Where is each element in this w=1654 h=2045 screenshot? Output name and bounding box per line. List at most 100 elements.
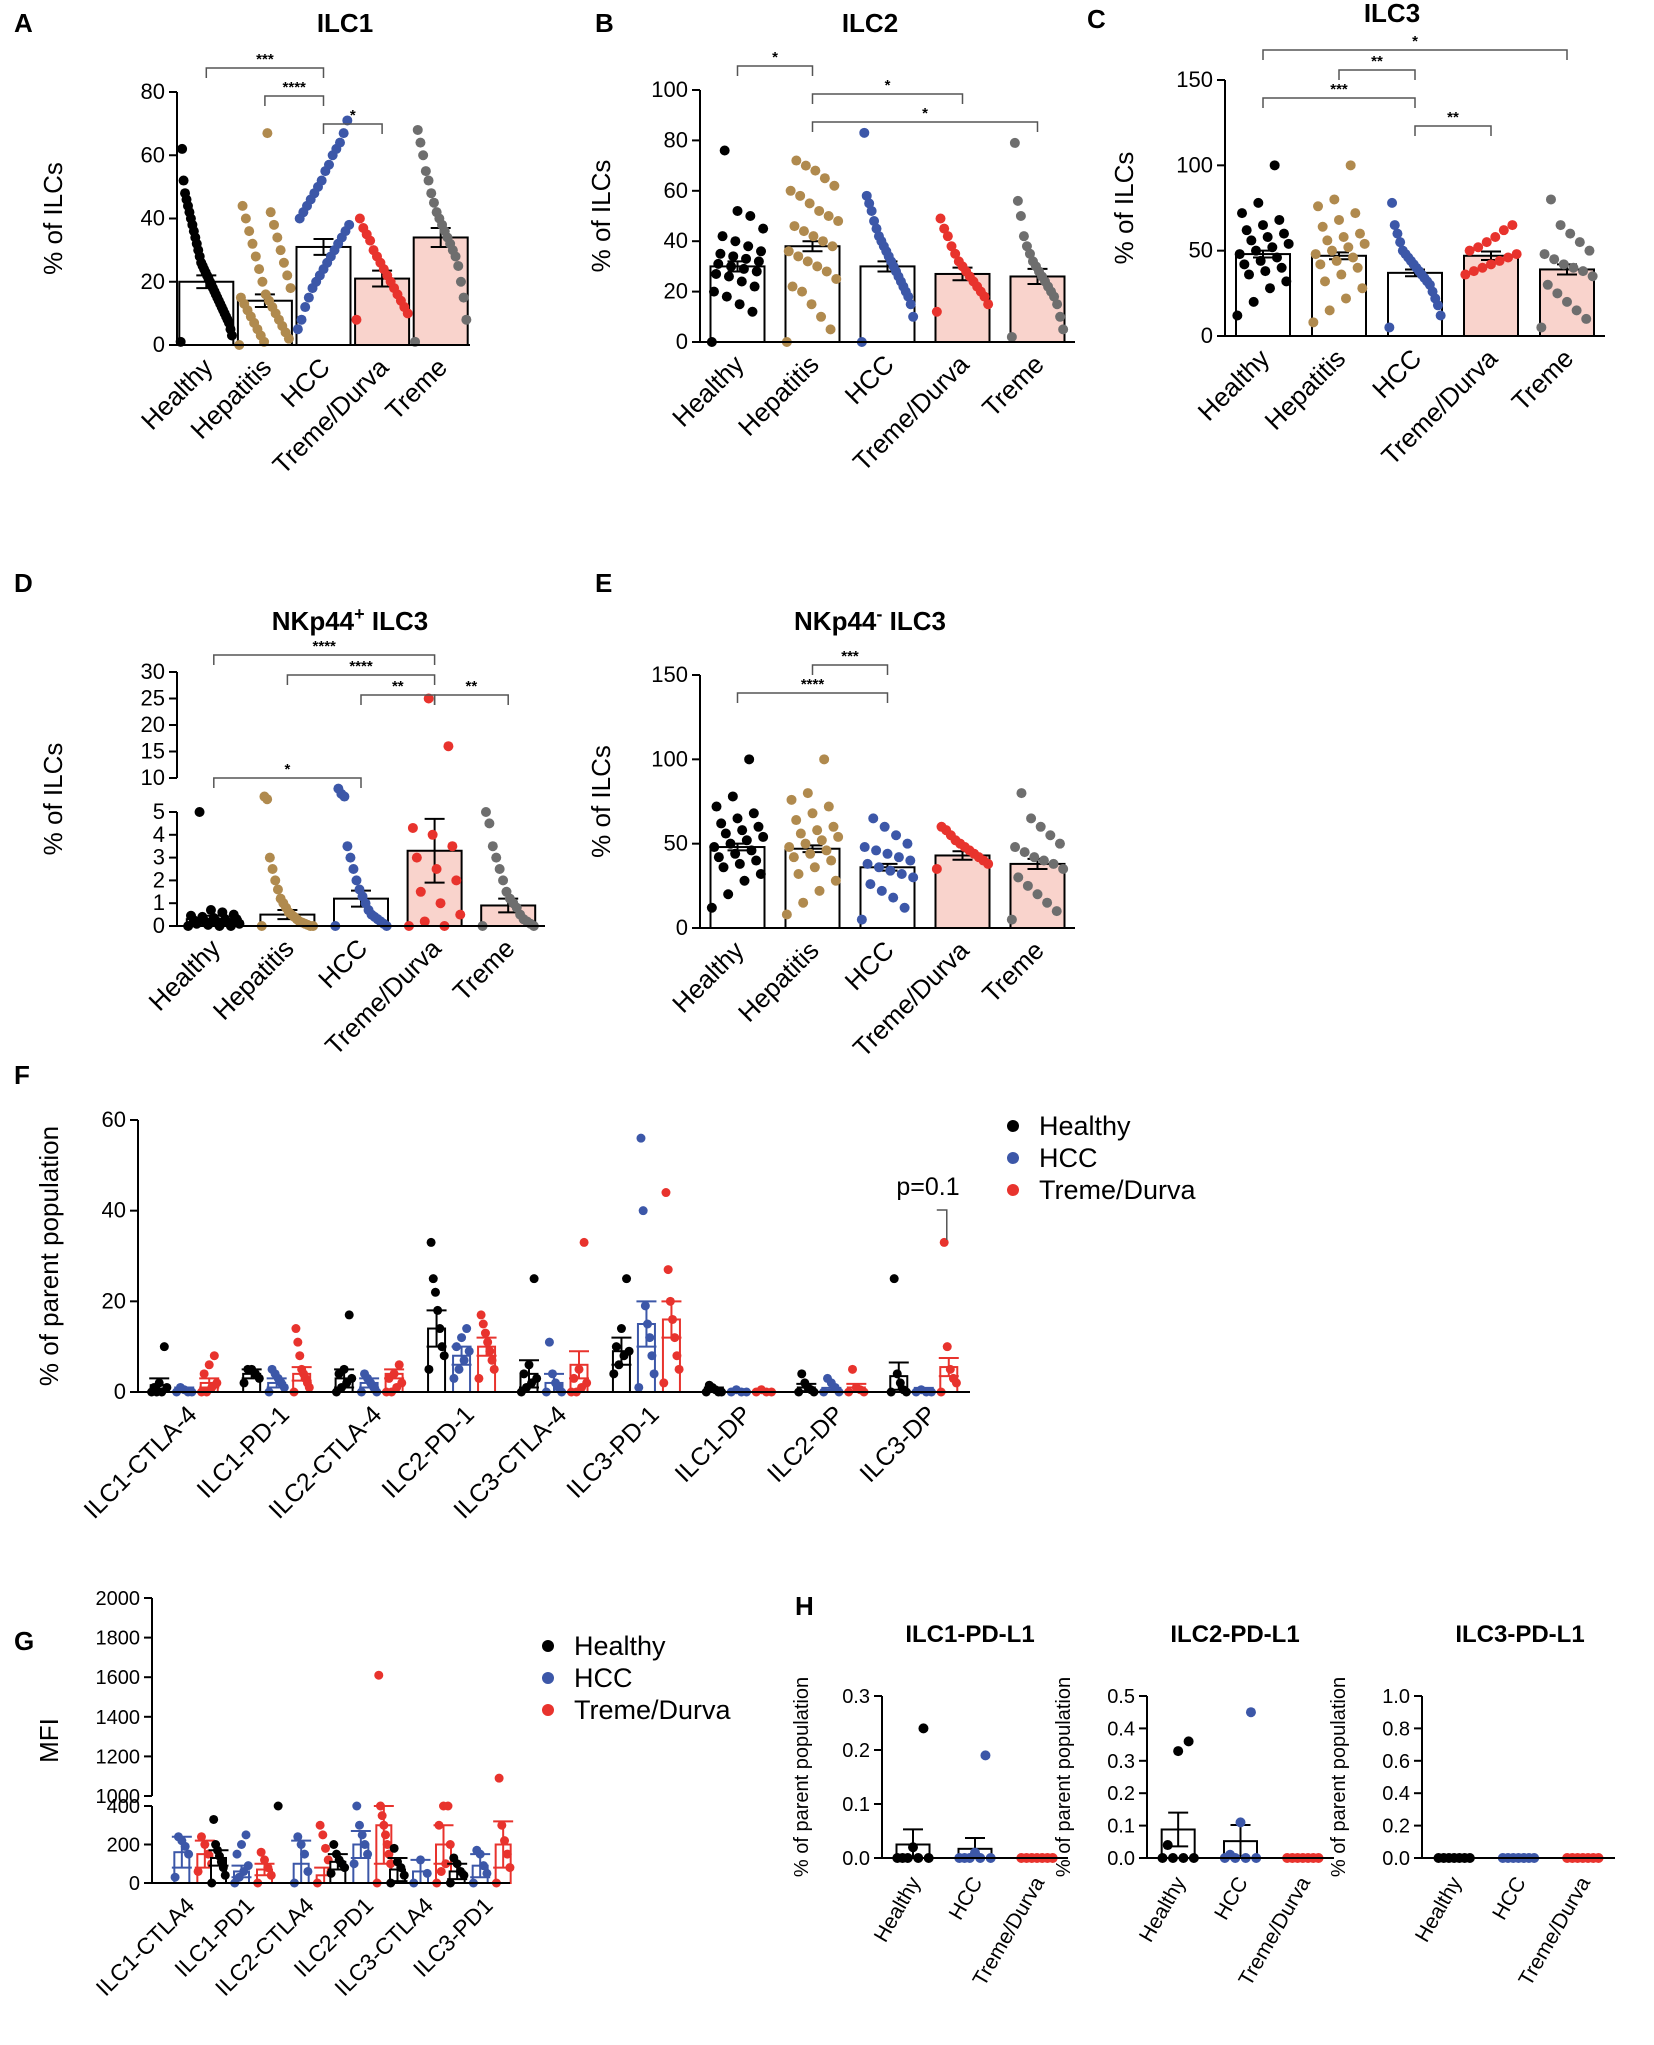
y-tick-label: 1400 xyxy=(96,1707,141,1729)
data-point xyxy=(739,875,750,886)
data-point xyxy=(950,248,961,259)
data-point xyxy=(412,124,423,135)
data-point xyxy=(377,1811,387,1821)
significance-bracket xyxy=(322,123,383,134)
data-point xyxy=(1246,235,1257,246)
data-point xyxy=(833,831,844,842)
data-point xyxy=(244,226,255,237)
bar xyxy=(859,866,916,930)
significance-label: * xyxy=(284,761,290,778)
data-point xyxy=(485,1346,495,1356)
data-point xyxy=(217,907,228,918)
data-point xyxy=(663,1265,673,1275)
data-point xyxy=(732,813,743,824)
data-point xyxy=(816,835,827,846)
data-point xyxy=(357,1830,367,1840)
x-tick-label-hepatitis: Hepatitis xyxy=(207,933,300,1026)
y-tick-label: 20 xyxy=(664,279,688,304)
data-point xyxy=(1274,214,1285,225)
y-tick-label: 20 xyxy=(141,712,165,737)
data-point xyxy=(296,1840,306,1849)
data-point xyxy=(551,1378,561,1388)
data-point xyxy=(1313,201,1324,212)
data-point xyxy=(411,852,422,863)
data-point xyxy=(908,1842,918,1853)
data-point xyxy=(502,1849,512,1859)
data-point xyxy=(423,175,434,186)
data-point xyxy=(711,801,722,812)
panel-f-checkpoint-expression: FILC1-CTLA-4ILC1-PD-1ILC2-CTLA-4ILC2-PD-… xyxy=(14,1060,1197,1524)
data-point xyxy=(352,1801,362,1811)
data-point xyxy=(389,1843,399,1853)
data-point xyxy=(434,1820,444,1830)
data-point xyxy=(334,137,345,148)
significance-bracket xyxy=(811,664,889,675)
data-point xyxy=(745,211,756,221)
panel-label: E xyxy=(595,568,612,598)
data-point xyxy=(420,166,431,177)
data-point xyxy=(905,299,916,310)
legend-label-hcc: HCC xyxy=(574,1663,633,1693)
legend-label-healthy: Healthy xyxy=(574,1631,666,1661)
data-point xyxy=(809,862,820,873)
x-tick-label-hepatitis: Hepatitis xyxy=(732,935,825,1028)
data-point xyxy=(734,299,745,310)
data-point xyxy=(447,841,458,852)
x-tick-label-healthy: Healthy xyxy=(1135,1873,1191,1947)
data-point xyxy=(1392,228,1403,239)
data-point xyxy=(529,1274,539,1284)
data-point xyxy=(708,286,719,297)
data-point xyxy=(489,1364,499,1374)
data-point xyxy=(827,241,838,252)
data-point xyxy=(721,291,732,302)
data-point xyxy=(458,292,469,303)
x-tick-label-ilc3-dp: ILC3-DP xyxy=(854,1400,942,1488)
y-tick-label: 25 xyxy=(141,686,165,711)
data-point xyxy=(831,274,842,284)
data-point xyxy=(519,1369,529,1379)
panel-g-mfi: GILC1-CTLA4ILC1-PD1ILC2-CTLA4ILC2-PD1ILC… xyxy=(14,1588,732,2001)
data-point xyxy=(384,1849,394,1859)
data-point xyxy=(1038,855,1049,866)
data-point xyxy=(1283,238,1294,249)
data-point xyxy=(788,852,799,863)
data-point xyxy=(980,1750,991,1761)
significance-bracket xyxy=(736,65,814,76)
data-point xyxy=(1384,322,1395,333)
data-point xyxy=(1251,245,1262,256)
significance-bracket xyxy=(213,654,436,665)
y-tick-label: 4 xyxy=(153,822,165,847)
data-point xyxy=(736,276,747,287)
data-point xyxy=(807,808,818,819)
data-point xyxy=(1359,238,1370,249)
panel-label: F xyxy=(14,1060,30,1090)
data-point xyxy=(451,875,462,886)
data-point xyxy=(494,864,505,874)
x-tick-label-hcc: HCC xyxy=(1488,1873,1531,1924)
data-point xyxy=(885,865,896,876)
data-point xyxy=(781,909,792,920)
data-point xyxy=(449,1373,459,1383)
x-tick-label-hcc: HCC xyxy=(312,933,373,994)
data-point xyxy=(812,261,823,272)
x-tick-label-treme: Treme xyxy=(379,352,453,426)
data-point xyxy=(272,232,283,243)
data-point xyxy=(1262,232,1273,243)
data-point xyxy=(717,231,728,242)
y-tick-label: 0 xyxy=(114,1379,126,1404)
data-point xyxy=(755,869,766,880)
data-point xyxy=(609,1369,619,1379)
data-point xyxy=(360,1369,370,1379)
data-point xyxy=(741,835,752,846)
data-point xyxy=(212,1378,222,1388)
data-point xyxy=(1552,288,1563,299)
data-point xyxy=(1460,269,1471,280)
data-point xyxy=(476,1310,486,1320)
panel-a-ilc1: A ILC1HealthyHepatitisHCCTreme/DurvaTreme… xyxy=(14,8,472,480)
data-point xyxy=(868,813,879,824)
data-point xyxy=(640,1301,650,1311)
legend-marker-hcc xyxy=(542,1672,554,1684)
data-point xyxy=(264,852,275,863)
data-point xyxy=(936,821,947,832)
data-point xyxy=(484,818,495,829)
